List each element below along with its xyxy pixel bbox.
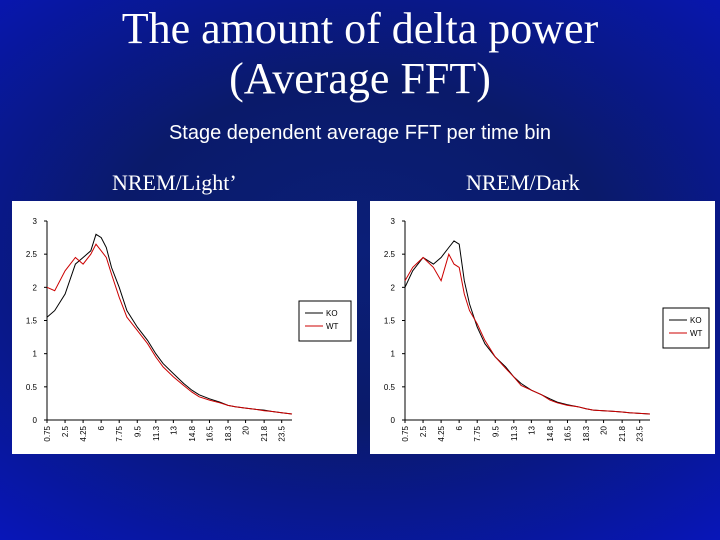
x-tick-label: 7.75 (115, 425, 124, 441)
y-tick-label: 2 (391, 283, 396, 292)
x-tick-label: 0.75 (43, 425, 52, 441)
title-line-2: (Average FFT) (229, 54, 491, 103)
series-line-wt (404, 252, 651, 415)
x-tick-label: 18.3 (582, 425, 591, 441)
legend-label-ko: KO (326, 309, 338, 318)
y-tick-label: 1 (33, 350, 38, 359)
legend-box (298, 300, 352, 342)
y-tick-label: 2.5 (26, 250, 38, 259)
x-tick-label: 6 (455, 425, 464, 430)
y-tick-label: 0.5 (26, 383, 38, 392)
x-tick-label: 14.8 (546, 425, 555, 441)
x-tick-label: 4.25 (79, 425, 88, 441)
series-line-wt (46, 243, 293, 415)
y-tick-label: 1.5 (26, 317, 38, 326)
x-tick-label: 9.5 (491, 425, 500, 437)
y-tick-label: 3 (391, 217, 396, 226)
y-tick-label: 3 (33, 217, 38, 226)
x-tick-label: 23.5 (278, 425, 287, 441)
legend-label-ko: KO (690, 316, 702, 325)
x-tick-label: 0.75 (401, 425, 410, 441)
x-tick-label: 18.3 (224, 425, 233, 441)
x-tick-label: 2.5 (61, 425, 70, 437)
y-tick-label: 0 (33, 416, 38, 425)
chart-nrem-light: 0 0.5 1 1.5 2 2.5 3 0.75 2.5 4.25 6 7.75 9.5 11.3 13 14… (12, 201, 357, 454)
y-tick-label: 1 (391, 350, 396, 359)
x-tick-label: 21.8 (260, 425, 269, 441)
y-tick-label: 2 (33, 283, 38, 292)
x-tick-label: 11.3 (152, 425, 161, 441)
x-tick-label: 20 (242, 425, 251, 434)
chart-svg-dark: 0 0.5 1 1.5 2 2.5 3 0.75 2.5 4.25 6 7.75 9.5 11.3 13 14… (384, 217, 710, 442)
series-line-ko (46, 233, 293, 415)
x-tick-label: 9.5 (133, 425, 142, 437)
x-tick-label: 6 (97, 425, 106, 430)
chart-nrem-dark: 0 0.5 1 1.5 2 2.5 3 0.75 2.5 4.25 6 7.75 9.5 11.3 13 14… (370, 201, 715, 454)
x-tick-label: 14.8 (188, 425, 197, 441)
x-tick-label: 21.8 (618, 425, 627, 441)
x-tick-label: 23.5 (636, 425, 645, 441)
x-tick-label: 16.5 (563, 425, 572, 441)
legend-label-wt: WT (690, 329, 703, 338)
y-tick-label: 1.5 (384, 317, 396, 326)
slide-title: The amount of delta power (Average FFT) (0, 4, 720, 104)
y-tick-label: 0.5 (384, 383, 396, 392)
y-tick-label: 2.5 (384, 250, 396, 259)
y-tick-label: 0 (391, 416, 396, 425)
x-tick-label: 7.75 (473, 425, 482, 441)
title-line-1: The amount of delta power (121, 4, 599, 53)
slide-subtitle: Stage dependent average FFT per time bin (168, 122, 552, 144)
legend-box (662, 307, 710, 349)
chart-title-light: NREM/Light’ (112, 170, 237, 195)
x-tick-label: 2.5 (419, 425, 428, 437)
x-tick-label: 13 (169, 425, 178, 434)
x-tick-label: 20 (600, 425, 609, 434)
chart-title-dark: NREM/Dark (466, 170, 580, 195)
x-tick-label: 11.3 (510, 425, 519, 441)
x-tick-label: 13 (527, 425, 536, 434)
x-tick-label: 4.25 (437, 425, 446, 441)
chart-svg-light: 0 0.5 1 1.5 2 2.5 3 0.75 2.5 4.25 6 7.75 9.5 11.3 13 14… (26, 217, 352, 442)
x-tick-label: 16.5 (205, 425, 214, 441)
legend-label-wt: WT (326, 322, 339, 331)
